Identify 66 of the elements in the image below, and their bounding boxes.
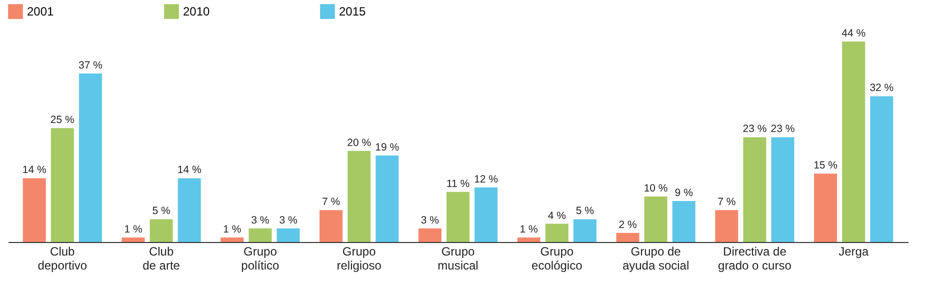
x-tick-label: Directiva de grado o curso [718,244,792,272]
data-label: 1 % [520,223,538,236]
bar [376,155,399,242]
data-label: 5 % [576,205,594,218]
data-label: 12 % [474,173,498,186]
x-tick-label: Grupo de ayuda social [622,244,690,272]
bar [517,237,540,242]
bar [842,42,866,242]
data-label: 20 % [347,136,372,149]
x-tick-label: Jerga [838,244,869,258]
bar [573,219,596,242]
data-label: 44 % [842,28,866,40]
x-tick-label: Club de arte [142,244,180,272]
data-label: 10 % [644,182,668,194]
bar [870,96,894,242]
data-label: 4 % [548,210,566,222]
bar [276,228,300,242]
data-label: 3 % [251,214,270,226]
data-label: 9 % [674,187,693,199]
x-tick-label: Grupo religioso [336,244,382,272]
bar [715,210,738,242]
data-label: 14 % [177,164,202,176]
data-label: 3 % [420,214,439,226]
x-tick-label: Grupo musical [438,244,478,272]
bar [474,187,498,242]
data-label: 7 % [322,196,340,208]
legend-label: 2001 [27,4,54,19]
data-label: 1 % [223,223,242,236]
data-label: 23 % [770,123,795,136]
legend-label: 2015 [339,4,366,19]
bar [22,178,46,242]
x-tick-label: Grupo político [241,244,280,272]
data-label: 37 % [78,59,102,72]
bar [50,128,74,242]
data-label: 3 % [279,214,298,226]
bar [78,73,102,242]
bar [248,228,272,242]
bar [446,192,470,242]
data-label: 1 % [124,223,142,236]
data-label: 25 % [50,114,74,126]
bar [814,174,838,242]
bar [220,237,244,242]
bar [672,201,696,242]
bar [320,210,343,242]
bar [178,178,201,242]
bar [418,228,442,242]
legend-label: 2010 [183,4,210,19]
data-label: 19 % [375,141,400,154]
data-label: 2 % [618,218,637,231]
bar [771,137,794,242]
bar [150,219,173,242]
data-label: 15 % [814,160,838,172]
data-label: 11 % [446,178,470,190]
data-label: 23 % [742,123,767,136]
bar [616,232,640,242]
bar [743,137,766,242]
bar [644,196,668,242]
bar [122,237,145,242]
data-label: 5 % [152,205,170,218]
x-tick-label: Club deportivo [38,244,88,272]
data-label: 32 % [870,82,894,94]
bar [545,224,568,242]
bar [348,150,371,242]
data-label: 7 % [718,196,736,208]
data-label: 14 % [22,164,46,176]
x-tick-label: Grupo ecológico [532,244,583,272]
